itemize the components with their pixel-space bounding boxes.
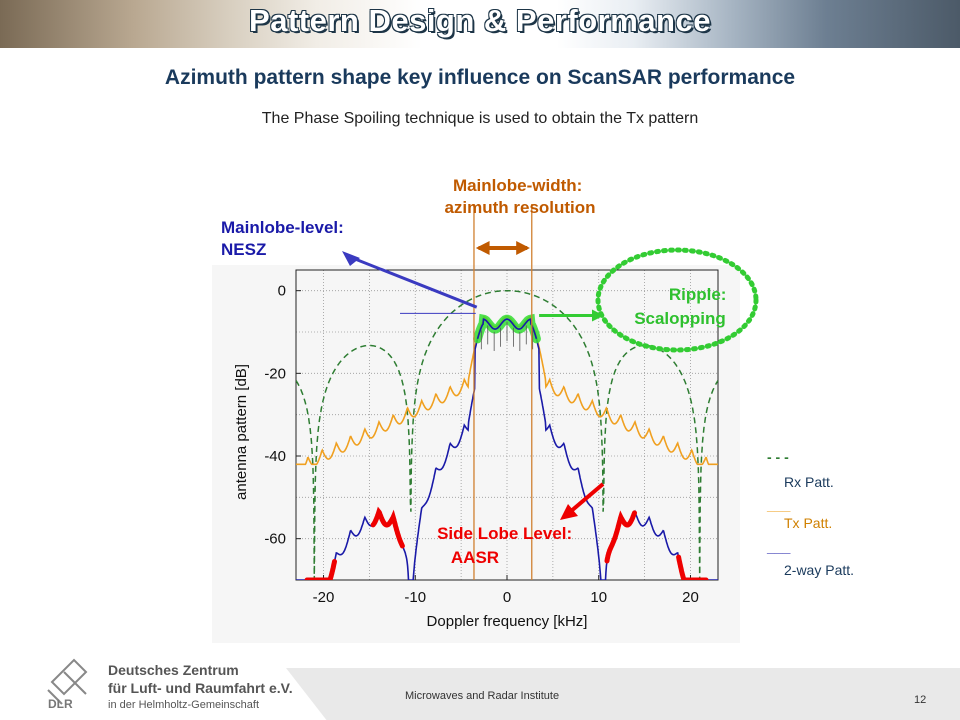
ripple-curve — [476, 318, 538, 340]
slide-subtitle: Azimuth pattern shape key influence on S… — [164, 66, 796, 89]
mainlobe-width-line1: Mainlobe-width: — [453, 176, 582, 195]
mainlobe-width-line2: azimuth resolution — [444, 198, 595, 217]
x-tick-label: -10 — [404, 589, 426, 606]
mainlobe-level-line1: Mainlobe-level: — [221, 218, 344, 237]
series-rx-patt — [296, 289, 718, 580]
legend-rx-mark: - - - — [767, 449, 789, 465]
ripple-arrowhead — [592, 309, 604, 322]
y-axis-label: antenna pattern [dB] — [233, 364, 250, 500]
institute-name: Microwaves and Radar Institute — [405, 690, 560, 702]
x-axis-label: Doppler frequency [kHz] — [427, 613, 588, 630]
org-name-line2: für Luft- und Raumfahrt e.V. — [108, 680, 293, 696]
y-tick-label: 0 — [278, 283, 286, 300]
ripple-annotation: Ripple: Scalopping — [634, 285, 731, 328]
ripple-line1: Ripple: — [669, 285, 727, 304]
ripple-callout-ellipse — [595, 247, 759, 353]
sidelobe-arrowhead — [560, 504, 578, 520]
x-tick-label: 20 — [682, 589, 699, 606]
sidelobe-highlight — [676, 554, 709, 580]
sidelobe-highlight — [370, 506, 405, 549]
sidelobe-line2: AASR — [451, 548, 499, 567]
plot-grid — [296, 270, 718, 580]
org-name-line1: Deutsches Zentrum — [108, 662, 239, 678]
sidelobe-annotation: Side Lobe Level: AASR — [437, 524, 577, 567]
x-tick-label: -20 — [313, 589, 335, 606]
mainlobe-width-arrowhead-left — [475, 241, 490, 255]
annotation-overlay — [342, 204, 759, 580]
legend: - - - Rx Patt. ___ Tx Patt. ___ 2-way Pa… — [766, 449, 854, 578]
sidelobe-line1: Side Lobe Level: — [437, 524, 572, 543]
footer-grey-band — [286, 668, 960, 720]
ripple-line2: Scalopping — [634, 309, 726, 328]
sidelobe-arrow — [568, 482, 605, 514]
legend-2way-label: 2-way Patt. — [784, 562, 854, 578]
y-tick-label: -40 — [264, 448, 286, 465]
mainlobe-width-annotation: Mainlobe-width: azimuth resolution — [444, 176, 595, 217]
x-tick-label: 0 — [503, 589, 511, 606]
mainlobe-level-arrow — [349, 255, 478, 309]
banner-title: Pattern Design & Performance — [249, 3, 711, 38]
y-tick-label: -60 — [264, 531, 286, 548]
mainlobe-level-line2: NESZ — [221, 240, 266, 259]
dlr-logo-icon: DLR — [47, 658, 88, 711]
series-layer — [296, 289, 718, 580]
antenna-pattern-chart: -20 -10 0 10 20 0 -20 -40 -60 Doppler frequency … — [221, 176, 855, 630]
mainlobe-level-arrowhead — [342, 251, 360, 266]
org-name-line3: in der Helmholtz-Gemeinschaft — [108, 699, 260, 711]
axis-ticks: -20 -10 0 10 20 0 -20 -40 -60 — [264, 283, 699, 606]
logo-text: DLR — [48, 697, 73, 711]
legend-rx-label: Rx Patt. — [784, 474, 834, 490]
legend-tx-label: Tx Patt. — [784, 515, 832, 531]
slide-caption: The Phase Spoiling technique is used to … — [261, 110, 699, 127]
title-banner: Pattern Design & Performance — [0, 0, 960, 48]
y-tick-label: -20 — [264, 365, 286, 382]
x-tick-label: 10 — [590, 589, 607, 606]
legend-tx-mark: ___ — [766, 497, 791, 513]
page-number: 12 — [914, 694, 927, 706]
legend-2way-mark: ___ — [766, 539, 791, 555]
sidelobe-highlight — [604, 510, 637, 564]
mainlobe-width-arrowhead-right — [516, 241, 530, 255]
sidelobe-highlight — [304, 559, 337, 580]
mainlobe-level-annotation: Mainlobe-level: NESZ — [221, 218, 349, 259]
